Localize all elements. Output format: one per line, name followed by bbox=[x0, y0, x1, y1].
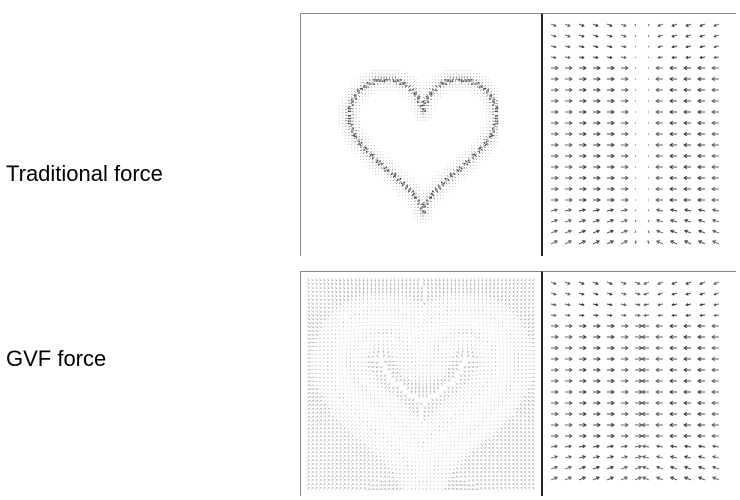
gvf-force-zoom-field bbox=[541, 271, 736, 496]
gvf-force-full-field bbox=[300, 271, 542, 496]
traditional-force-zoom-field bbox=[541, 13, 736, 256]
gvf-force-label: GVF force bbox=[6, 346, 107, 371]
traditional-force-full-field bbox=[300, 13, 542, 256]
traditional-force-label: Traditional force bbox=[6, 161, 163, 186]
